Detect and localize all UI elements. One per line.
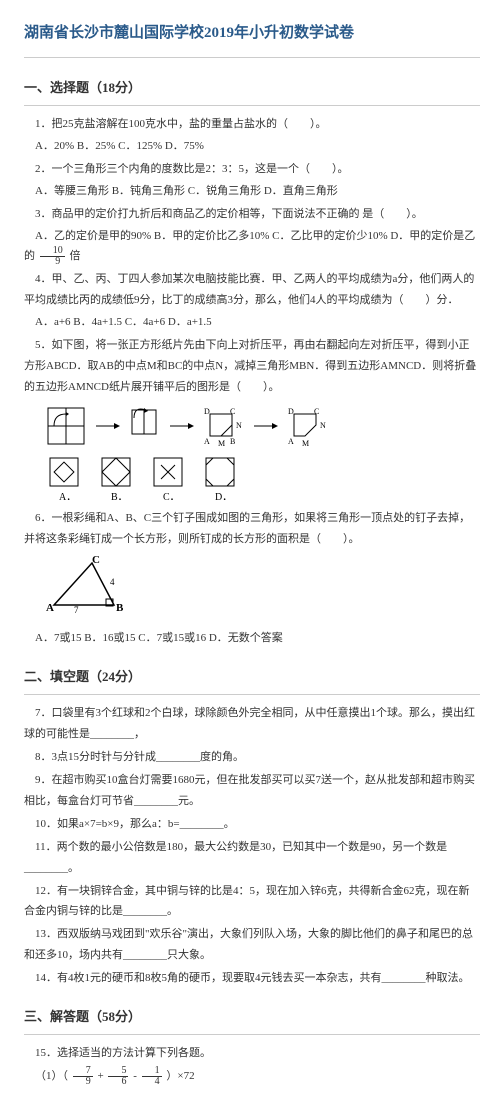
q5-fig-2 [128,404,162,448]
svg-text:A: A [46,602,54,614]
q1-options: A．20% B．25% C．125% D．75% [24,137,480,157]
svg-text:N: N [236,421,242,430]
svg-text:M: M [218,439,225,448]
q15-f1d: 9 [73,1077,93,1087]
svg-text:D: D [204,407,210,416]
q9-text: 9．在超市购买10盒台灯需要1680元，但在批发部买可以买7送一个，赵从批发部和… [24,770,480,812]
q15-f3n: 1 [142,1066,162,1077]
svg-text:N: N [320,421,326,430]
q13-text: 13．西双版纳马戏团到"欢乐谷"演出，大象们列队入场，大象的脚比他们的鼻子和尾巴… [24,924,480,966]
section-1-title: 一、选择题（18分） [24,76,480,106]
q15-text: 15．选择适当的方法计算下列各题。 [24,1043,480,1064]
q15-frac2: 5 6 [108,1066,128,1087]
q4-options: A．a+6 B．4a+1.5 C．4a+6 D．a+1.5 [24,313,480,333]
svg-text:D．: D． [215,492,232,503]
svg-text:B．: B． [111,492,128,503]
svg-text:7: 7 [74,605,79,615]
q4-text: 4．甲、乙、丙、丁四人参加某次电脑技能比赛．甲、乙两人的平均成绩为a分，他们两人… [24,269,480,311]
svg-text:C．: C． [163,492,180,503]
q3-frac-den: 9 [40,257,65,267]
q1-text: 1．把25克盐溶解在100克水中，盐的重量占盐水的（ ）。 [24,114,480,135]
q12-text: 12．有一块铜锌合金，其中铜与锌的比是4：5，现在加入锌6克，共得新合金62克，… [24,881,480,923]
q5-choice-b: B． [96,454,136,504]
q6-options: A．7或15 B．16或15 C．7或15或16 D．无数个答案 [24,629,480,649]
q15-minus: - [133,1070,137,1082]
arrow-1 [96,419,120,433]
q7-text: 7．口袋里有3个红球和2个白球，球除颜色外完全相同，从中任意摸出1个球。那么，摸… [24,703,480,745]
q5-choice-a: A． [44,454,84,504]
svg-text:B: B [116,602,124,614]
q5-figures: D C A B N M D C A N M [44,404,480,448]
svg-text:C: C [230,407,235,416]
q5-choice-c: C． [148,454,188,504]
arrow-3 [254,419,278,433]
svg-text:C: C [92,555,100,566]
q15-sub1-pre: （1）（ [35,1070,68,1082]
q5-choices: A． B． C． D． [44,454,480,504]
svg-text:A．: A． [59,492,76,503]
q5-fig-3: D C A B N M [202,404,246,448]
svg-text:B: B [230,437,235,446]
q15-f1n: 7 [73,1066,93,1077]
q15-plus: + [98,1070,104,1082]
svg-text:M: M [302,439,309,448]
section-3-title: 三、解答题（58分） [24,1005,480,1035]
q2-text: 2．一个三角形三个内角的度数比是2：3：5，这是一个（ ）。 [24,159,480,180]
q15-sub1: （1）（ 7 9 + 5 6 - 1 4 ）×72 [24,1066,480,1087]
arrow-2 [170,419,194,433]
svg-text:A: A [204,437,210,446]
svg-text:C: C [314,407,319,416]
q3-frac-num: 10 [40,246,65,257]
q15-f3d: 4 [142,1077,162,1087]
svg-text:D: D [288,407,294,416]
q3-opts-pre: A．乙的定价是甲的90% B．甲的定价比乙多10% C．乙比甲的定价少10% D… [24,230,475,263]
q11-text: 11．两个数的最小公倍数是180，最大公约数是30，已知其中一个数是90，另一个… [24,837,480,879]
q5-fig-4: D C A N M [286,404,330,448]
q5-choice-d: D． [200,454,240,504]
q5-text: 5．如下图，将一张正方形纸片先由下向上对折压平，再由右翻起向左对折压平，得到小正… [24,335,480,398]
q15-f2n: 5 [108,1066,128,1077]
q3-opts-post: 倍 [70,250,81,262]
q15-f2d: 6 [108,1077,128,1087]
q5-fig-1 [44,404,88,448]
q6-triangle: A B C 7 4 [44,555,480,623]
q15-sub1-post: ）×72 [166,1070,194,1082]
q3-options: A．乙的定价是甲的90% B．甲的定价比乙多10% C．乙比甲的定价少10% D… [24,227,480,268]
q3-text: 3．商品甲的定价打九折后和商品乙的定价相等，下面说法不正确的 是（ ）。 [24,204,480,225]
svg-text:A: A [288,437,294,446]
q8-text: 8．3点15分时针与分针成________度的角。 [24,747,480,768]
svg-text:4: 4 [110,577,115,587]
main-title: 湖南省长沙市麓山国际学校2019年小升初数学试卷 [24,20,480,58]
q10-text: 10．如果a×7=b×9，那么a：b=________。 [24,814,480,835]
q2-options: A．等腰三角形 B．钝角三角形 C．锐角三角形 D．直角三角形 [24,182,480,202]
q6-text: 6．一根彩绳和A、B、C三个钉子围成如图的三角形，如果将三角形一顶点处的钉子去掉… [24,508,480,550]
q14-text: 14．有4枚1元的硬币和8枚5角的硬币，现要取4元钱去买一本杂志，共有_____… [24,968,480,989]
section-2-title: 二、填空题（24分） [24,665,480,695]
q15-frac3: 1 4 [142,1066,162,1087]
q3-fraction: 10 9 [40,246,65,267]
q15-frac1: 7 9 [73,1066,93,1087]
